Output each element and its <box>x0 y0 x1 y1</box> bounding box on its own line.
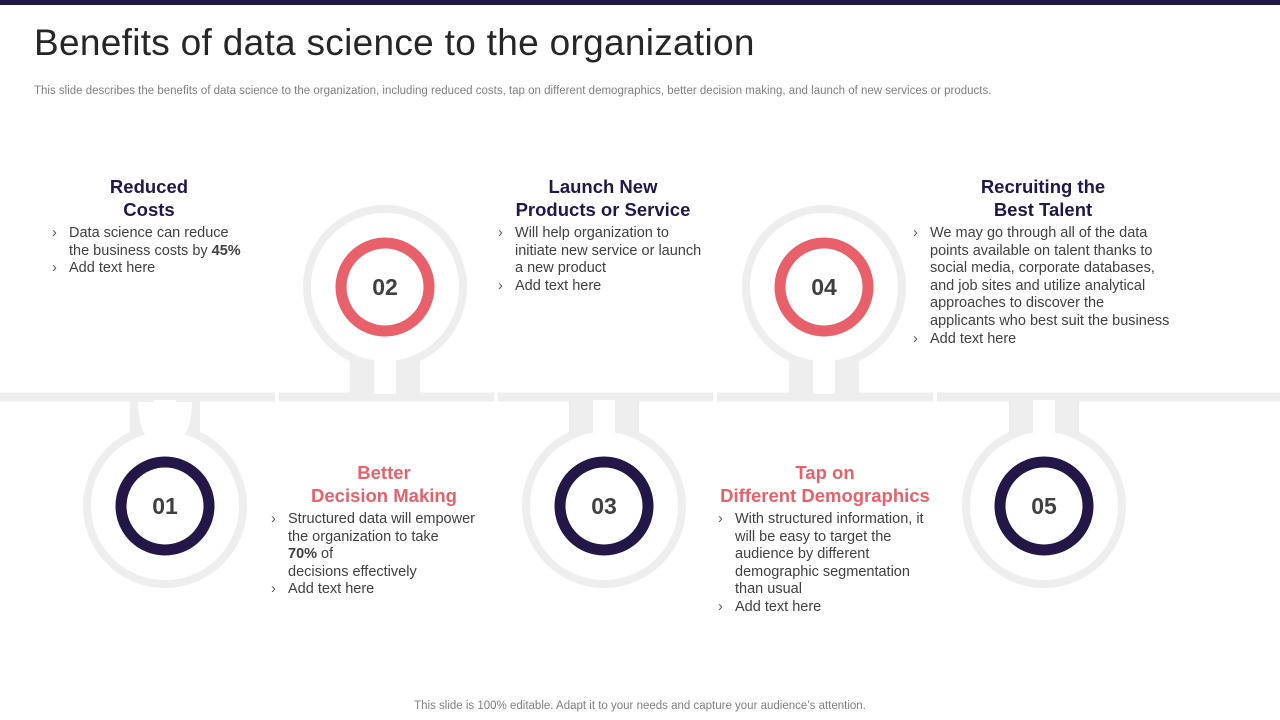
bullet-text: the business costs by <box>69 242 212 259</box>
footer-note: This slide is 100% editable. Adapt it to… <box>414 700 866 712</box>
bullet-item: With structured information, it will be … <box>716 511 936 599</box>
title-line: Tap on <box>795 462 855 483</box>
node-03-number: 03 <box>591 493 617 519</box>
bullet-item: Data science can reduce the business cos… <box>50 225 300 260</box>
benefit-title: Launch New Products or Service <box>496 175 710 221</box>
node-03-ring <box>554 456 654 556</box>
title-line: Costs <box>123 199 175 220</box>
bullet-item: Add text here <box>50 260 300 278</box>
bullet-text: We may go through all of the data <box>930 225 1148 241</box>
bullet-list: Structured data will empower the organiz… <box>269 511 499 599</box>
title-line: Best Talent <box>993 199 1093 220</box>
bullet-text: demographic segmentation <box>735 563 910 580</box>
bullet-text: social media, corporate databases, <box>930 260 1155 277</box>
node-04-ring <box>774 237 874 337</box>
title-line: Reduced <box>109 176 189 197</box>
bullet-list: With structured information, it will be … <box>716 511 936 617</box>
benefit-decision-making: Better Decision Making Structured data w… <box>269 461 499 599</box>
bullet-text: and job sites and utilize analytical <box>930 277 1146 294</box>
bullet-item: Add text here <box>496 278 721 296</box>
bullet-text: approaches to discover the <box>930 295 1105 312</box>
page-title: Benefits of data science to the organiza… <box>34 22 755 63</box>
title-line: Products or Service <box>515 199 691 220</box>
highlight-value: 70% <box>288 546 318 563</box>
node-05-number: 05 <box>1031 493 1057 519</box>
bullet-item: Add text here <box>716 599 936 617</box>
bullet-item: Will help organization to initiate new s… <box>496 225 721 278</box>
bullet-text: audience by different <box>735 546 870 563</box>
bullet-list: Data science can reduce the business cos… <box>50 225 300 278</box>
benefit-title: Tap on Different Demographics <box>716 461 934 507</box>
node-02-number: 02 <box>372 274 398 300</box>
bullet-text: decisions effectively <box>288 563 417 580</box>
node-02-ring <box>335 237 435 337</box>
title-line: Decision Making <box>311 485 457 506</box>
benefit-demographics: Tap on Different Demographics With struc… <box>716 461 936 617</box>
benefit-new-products: Launch New Products or Service Will help… <box>496 175 721 295</box>
benefit-best-talent: Recruiting the Best Talent We may go thr… <box>911 175 1186 348</box>
bullet-text: points available on talent thanks to <box>930 242 1153 259</box>
bullet-text: With structured information, it <box>735 511 924 527</box>
highlight-value: 45% <box>211 242 241 259</box>
bullet-item: Structured data will empower the organiz… <box>269 511 499 581</box>
benefit-title: Recruiting the Best Talent <box>911 175 1175 221</box>
bullet-text: a new product <box>515 260 607 277</box>
node-01-ring <box>115 456 215 556</box>
node-04-number: 04 <box>811 274 837 300</box>
benefit-title: Reduced Costs <box>50 175 248 221</box>
bullet-item: Add text here <box>911 331 1186 349</box>
bullet-list: Will help organization to initiate new s… <box>496 225 721 295</box>
benefit-title: Better Decision Making <box>269 461 499 507</box>
benefit-reduced-costs: Reduced Costs Data science can reduce th… <box>50 175 300 278</box>
top-accent-bar <box>0 0 1280 5</box>
bullet-text: will be easy to target the <box>735 528 892 545</box>
title-line: Better <box>357 462 411 483</box>
bullet-list: We may go through all of the data points… <box>911 225 1186 348</box>
bullet-text: Data science can reduce <box>69 225 229 241</box>
title-line: Different Demographics <box>720 485 930 506</box>
bullet-text: Will help organization to <box>515 225 669 241</box>
bullet-text: of <box>317 546 334 563</box>
bullet-text: Structured data will empower <box>288 511 475 527</box>
bullet-text: initiate new service or launch <box>515 242 702 259</box>
title-line: Launch New <box>548 176 658 197</box>
node-05-ring <box>994 456 1094 556</box>
bullet-item: Add text here <box>269 581 499 599</box>
node-01-number: 01 <box>152 493 178 519</box>
title-line: Recruiting the <box>980 176 1106 197</box>
bullet-text: than usual <box>735 581 802 598</box>
bullet-item: We may go through all of the data points… <box>911 225 1186 331</box>
bullet-text: the organization to take <box>288 528 439 545</box>
page-subtitle: This slide describes the benefits of dat… <box>34 85 992 97</box>
bullet-text: applicants who best suit the business <box>930 312 1170 329</box>
